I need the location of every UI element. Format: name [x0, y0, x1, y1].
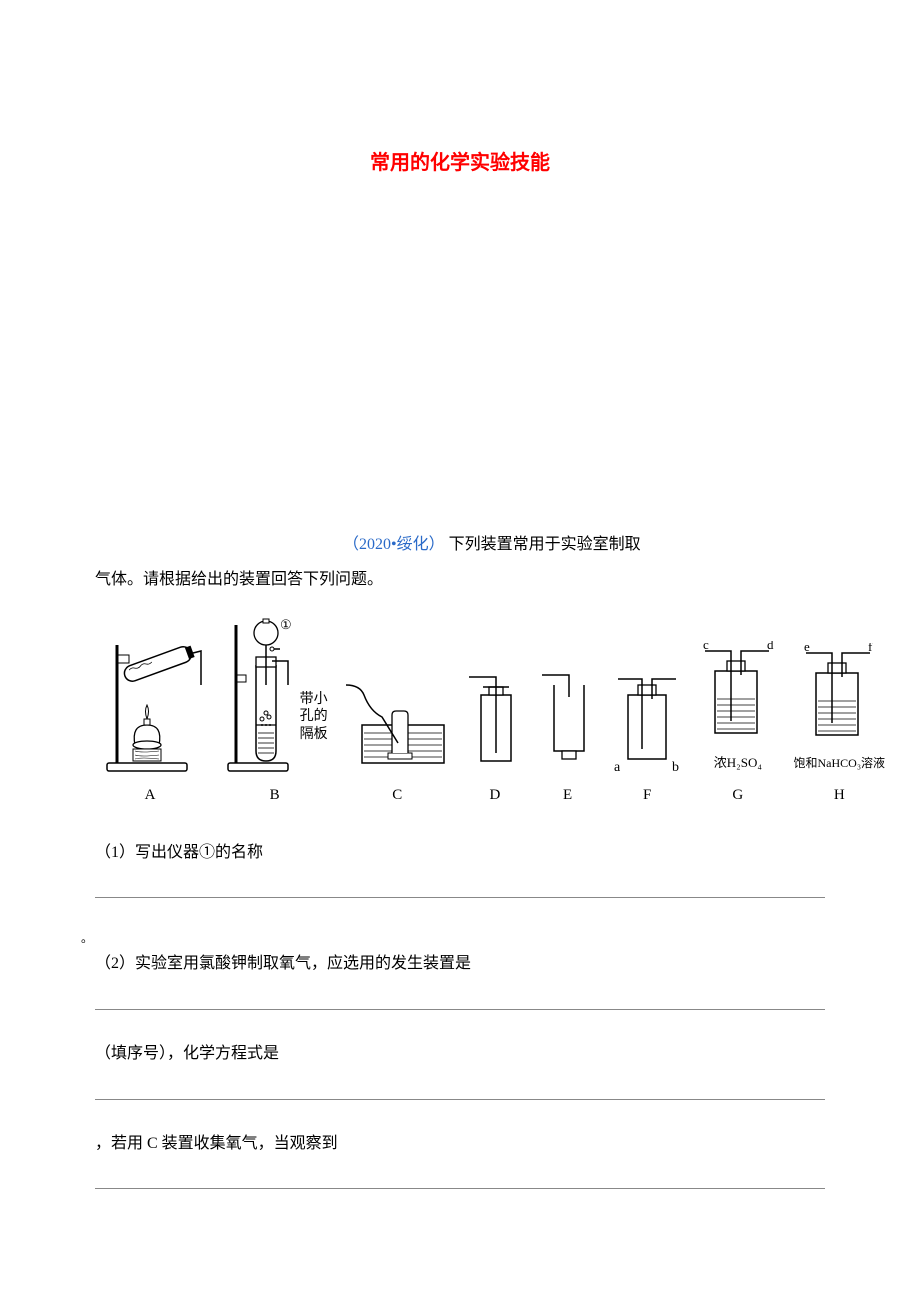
question-1: （1）写出仪器①的名称 [95, 839, 825, 868]
svg-text:f: f [868, 643, 873, 654]
source-tag: （2020•绥化） [343, 536, 445, 553]
blank-4[interactable] [95, 1188, 825, 1189]
apparatus-G-label: G [732, 782, 743, 809]
svg-text:d: d [767, 641, 774, 652]
question-2b: （填序号），化学方程式是 [95, 1040, 825, 1069]
period-1: 。 [81, 928, 825, 950]
blank-2[interactable] [95, 1009, 825, 1010]
apparatus-row: A [95, 605, 885, 809]
apparatus-B-caption: 带小 孔的 隔板 [300, 691, 328, 744]
question-2c: ，若用 C 装置收集氧气，当观察到 [95, 1130, 825, 1159]
apparatus-F-label: F [643, 782, 651, 809]
circled-1: ① [280, 617, 292, 632]
apparatus-E-label: E [563, 782, 572, 809]
apparatus-D: D [467, 665, 523, 809]
port-a: a [614, 760, 621, 775]
apparatus-H: e f 饱和NaHCO₃溶液 H [793, 643, 885, 809]
apparatus-H-sub: 饱和NaHCO₃溶液 [793, 753, 885, 775]
apparatus-G-sub: 浓H₂SO₄ [714, 751, 762, 774]
question-2a: （2）实验室用氯酸钾制取氧气，应选用的发生装置是 [95, 950, 825, 979]
apparatus-A: A [95, 605, 205, 809]
apparatus-A-label: A [145, 782, 156, 809]
intro-tail: 下列装置常用于实验室制取 [445, 536, 641, 553]
blank-3[interactable] [95, 1099, 825, 1100]
apparatus-G: c d 浓H₂SO₄ G [699, 641, 777, 808]
apparatus-H-label: H [834, 782, 845, 809]
apparatus-F: a b F [612, 665, 682, 809]
blank-1[interactable] [95, 897, 825, 898]
apparatus-C-label: C [392, 782, 402, 809]
svg-text:c: c [703, 641, 709, 652]
intro-cont: 气体。请根据给出的装置回答下列问题。 [95, 566, 825, 595]
apparatus-E: E [540, 665, 596, 809]
apparatus-C: C [344, 665, 450, 809]
port-b: b [672, 760, 679, 775]
intro-line: （2020•绥化） 下列装置常用于实验室制取 [95, 531, 825, 560]
apparatus-D-label: D [490, 782, 501, 809]
apparatus-B: ① 带小 孔的 隔板 B [222, 605, 328, 809]
page-title: 常用的化学实验技能 [95, 145, 825, 181]
apparatus-B-label: B [270, 782, 280, 809]
svg-text:e: e [804, 643, 810, 654]
